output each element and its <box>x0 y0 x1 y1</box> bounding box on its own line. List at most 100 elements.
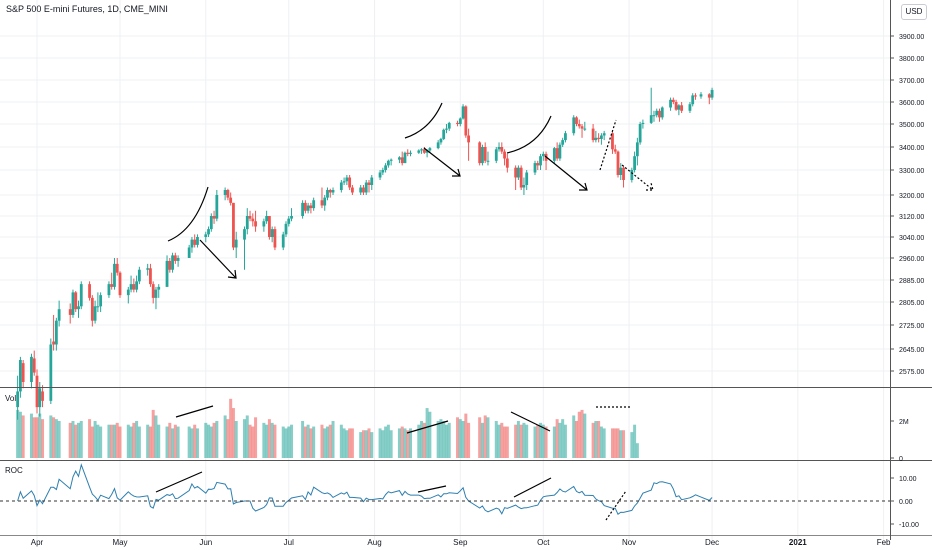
volume-bar <box>331 421 335 458</box>
y-tick-label: 3500.00 <box>899 122 924 129</box>
candle-body <box>146 268 150 270</box>
candle-body <box>655 110 659 116</box>
candle-body <box>564 133 567 141</box>
arrow-line-1 <box>199 239 237 279</box>
candle-body <box>616 151 620 175</box>
volume-bar <box>447 422 451 458</box>
candle-body <box>503 151 506 159</box>
volume-bar <box>342 428 346 458</box>
volume-bar <box>52 417 56 458</box>
roc-pane-label: ROC <box>5 466 23 475</box>
roc-tick-label: 10.00 <box>899 476 917 483</box>
volume-bar <box>461 421 465 458</box>
candle-body <box>190 239 194 248</box>
volume-bar <box>406 430 410 458</box>
volume-bar <box>234 421 238 458</box>
volume-bar <box>522 422 526 458</box>
volume-bar <box>442 421 446 458</box>
trend-drawings[interactable] <box>155 102 654 521</box>
candle-body <box>326 190 329 198</box>
candle-body <box>262 221 266 227</box>
volume-bar <box>428 411 432 458</box>
candle-body <box>497 147 501 150</box>
volume-bar <box>146 424 150 458</box>
candle-body <box>613 149 617 152</box>
volume-bar <box>79 421 83 458</box>
candle-body <box>226 190 230 198</box>
arrow-head-1 <box>227 269 237 279</box>
candle-body <box>309 205 313 209</box>
candle-body <box>671 99 675 102</box>
dotted-fall <box>621 164 654 191</box>
volume-bar <box>223 415 227 458</box>
volume-bar <box>245 415 249 458</box>
volume-bar <box>544 426 548 458</box>
price-candles[interactable] <box>16 87 714 420</box>
vol-trend-2 <box>406 420 449 434</box>
volume-bar <box>16 409 20 458</box>
candle-body <box>555 148 559 159</box>
candle-body <box>312 200 316 209</box>
volume-bar <box>359 432 363 458</box>
candle-body <box>464 106 468 136</box>
candle-body <box>386 160 390 166</box>
volume-bar <box>561 419 565 458</box>
volume-bar <box>287 426 291 458</box>
volume-bar <box>583 413 587 458</box>
candle-body <box>660 107 664 118</box>
candle-body <box>118 272 122 296</box>
candle-body <box>688 104 692 111</box>
volume-bar <box>444 424 448 458</box>
volume-bar <box>541 424 545 458</box>
volume-bar <box>464 413 468 458</box>
candle-body <box>517 167 520 178</box>
volume-bar <box>486 417 490 458</box>
candle-body <box>519 167 523 188</box>
volume-bar <box>381 430 385 458</box>
candle-body <box>514 167 518 178</box>
candle-body <box>115 263 119 273</box>
volume-bar <box>602 428 606 458</box>
volume-bar <box>323 428 327 458</box>
y-tick-label: 3400.00 <box>899 145 924 152</box>
volume-bar <box>467 422 471 458</box>
volume-bar <box>306 424 310 458</box>
candle-body <box>600 135 603 139</box>
candle-body <box>16 391 20 408</box>
x-tick-label: Aug <box>367 538 381 547</box>
candle-body <box>652 115 656 117</box>
candle-body <box>591 128 595 141</box>
candle-body <box>38 388 42 408</box>
volume-bar <box>154 415 158 458</box>
volume-bar <box>204 422 208 458</box>
candle-body <box>633 156 636 170</box>
volume-bar <box>93 421 97 458</box>
candle-body <box>77 306 80 310</box>
candle-body <box>165 260 169 287</box>
candle-body <box>229 197 233 203</box>
volume-bar <box>575 421 578 458</box>
volume-bars[interactable] <box>16 398 639 458</box>
volume-bar <box>533 426 537 458</box>
candle-body <box>254 221 257 227</box>
volume-bar <box>558 422 562 458</box>
candle-body <box>135 281 138 290</box>
volume-bar <box>577 411 581 458</box>
volume-bar <box>633 424 637 458</box>
volume-bar <box>439 419 443 458</box>
candle-body <box>157 286 161 290</box>
volume-bar <box>497 424 501 458</box>
roc-trend-1 <box>155 471 203 493</box>
volume-bar <box>514 424 518 458</box>
volume-bar <box>273 424 277 458</box>
volume-bar <box>126 424 130 458</box>
candle-body <box>428 148 432 151</box>
volume-bar <box>478 417 482 458</box>
candle-body <box>99 295 103 307</box>
currency-badge[interactable]: USD <box>901 4 927 20</box>
candle-body <box>536 163 540 166</box>
candle-body <box>52 341 55 345</box>
volume-bar <box>555 419 559 458</box>
candle-body <box>447 122 451 129</box>
